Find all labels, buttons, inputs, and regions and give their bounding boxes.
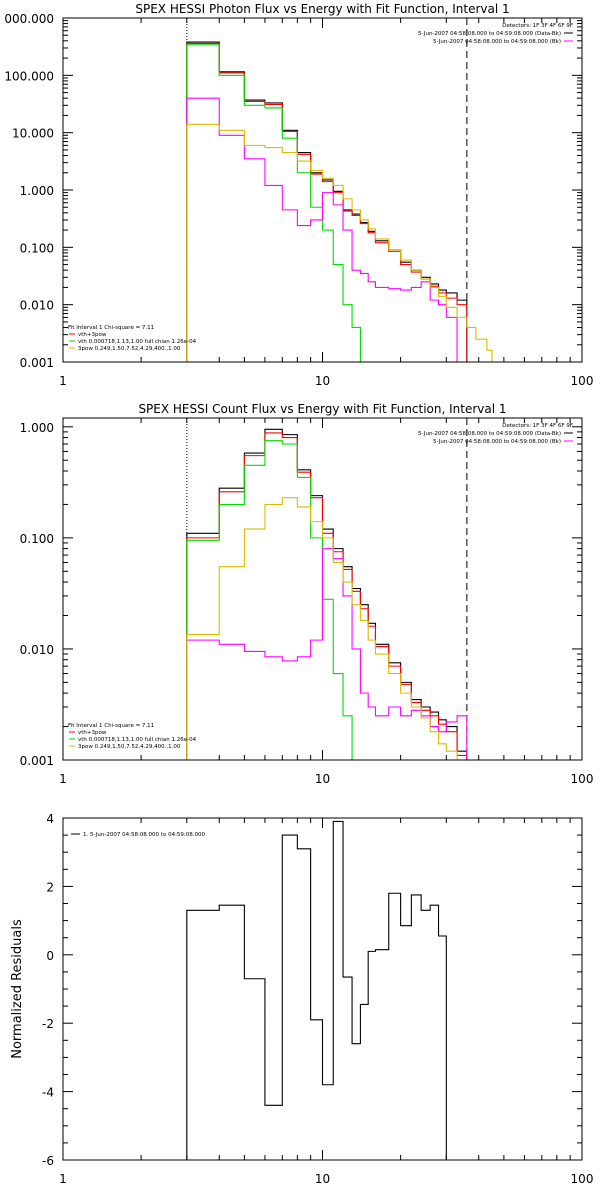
y-tick-label: 0.001 [20,356,54,370]
y-tick-label: -6 [42,1154,54,1168]
x-tick-label: 100 [571,1172,594,1186]
y-tick-label: -2 [42,1017,54,1031]
x-tick-label: 1 [59,1172,67,1186]
fit-legend-text: vth+3pow [78,332,107,338]
series-line [186,44,361,362]
residual-legend-text: 1. 5-Jun-2007 04:58:08.000 to 04:59:08.0… [83,832,206,838]
count-flux-panel: SPEX HESSI Count Flux vs Energy with Fit… [20,402,594,786]
x-tick-label: 100 [571,772,594,786]
x-tick-label: 1 [59,374,67,388]
series-line [186,820,447,1160]
y-tick-label: 2 [46,880,54,894]
series-line [186,123,493,362]
y-tick-label: 0.100 [20,241,54,255]
y-tick-label: 0 [46,949,54,963]
series-group [186,820,447,1160]
fit-legend-text: 3pow 0.249,1.50,7.52,4.29,400.,1.00 [78,346,181,352]
y-tick-label: -4 [42,1086,54,1100]
series-line [186,548,468,760]
series-group [186,428,468,760]
x-tick-label: 100 [571,374,594,388]
x-tick-label: 1 [59,772,67,786]
y-tick-label: 000.000 [4,12,54,26]
series-line [186,497,458,760]
fit-legend-text: vth 0.000718,1.13,1.00 full chian 1.26e-… [78,737,197,743]
x-tick-label: 10 [315,772,330,786]
fit-legend-title: Fit Interval 1 Chi-square = 7.11 [68,723,154,729]
series-group [186,41,493,362]
detector-legend: Detectors: 1F 3F 4F 6F 9F [502,23,573,29]
series-line [186,440,353,760]
plot-frame [62,17,583,363]
chart-title: SPEX HESSI Photon Flux vs Energy with Fi… [135,2,509,16]
plot-frame [62,417,583,761]
series-line [186,428,468,760]
y-tick-label: 1.000 [20,421,54,435]
series-line [186,97,458,362]
x-tick-label: 10 [315,374,330,388]
fit-legend-text: vth 0.000718,1.13,1.00 full chian 1.26e-… [78,339,197,345]
series-line [186,42,468,362]
fit-legend-text: 3pow 0.249,1.50,7.52,4.29,400.,1.00 [78,744,181,750]
y-tick-label: 0.100 [20,532,54,546]
y-tick-label: 0.010 [20,299,54,313]
y-axis-label: Normalized Residuals [10,919,25,1059]
series-line [186,432,468,760]
chart-title: SPEX HESSI Count Flux vs Energy with Fit… [138,402,506,416]
residuals-panel: 1 10 100 4 2 0 -2 -4 -6 Normalized Residuals 1. 5-… [10,812,593,1186]
y-tick-label: 1.000 [20,184,54,198]
y-tick-label: 0.001 [20,754,54,768]
fit-legend-title: Fit Interval 1 Chi-square = 7.11 [68,325,154,331]
time-legend-text: 5-Jun-2007 04:58:08.000 to 04:59:08.000 … [433,439,561,445]
time-legend-text: 5-Jun-2007 04:58:08.000 to 04:59:08.000 … [418,31,561,37]
time-legend-text: 5-Jun-2007 04:58:08.000 to 04:59:08.000 … [418,431,561,437]
photon-flux-panel: SPEX HESSI Photon Flux vs Energy with Fi… [4,2,593,388]
detector-legend: Detectors: 1F 3F 4F 6F 9F [502,423,573,429]
fit-legend-text: vth+3pow [78,730,107,736]
series-line [186,41,468,362]
y-tick-label: 100.000 [4,69,54,83]
y-tick-label: 0.010 [20,643,54,657]
y-tick-label: 4 [46,812,54,826]
x-tick-label: 10 [315,1172,330,1186]
time-legend-text: 5-Jun-2007 04:58:08.000 to 04:59:08.000 … [433,39,561,45]
plot-frame [62,817,583,1161]
y-tick-label: 10.000 [12,127,54,141]
